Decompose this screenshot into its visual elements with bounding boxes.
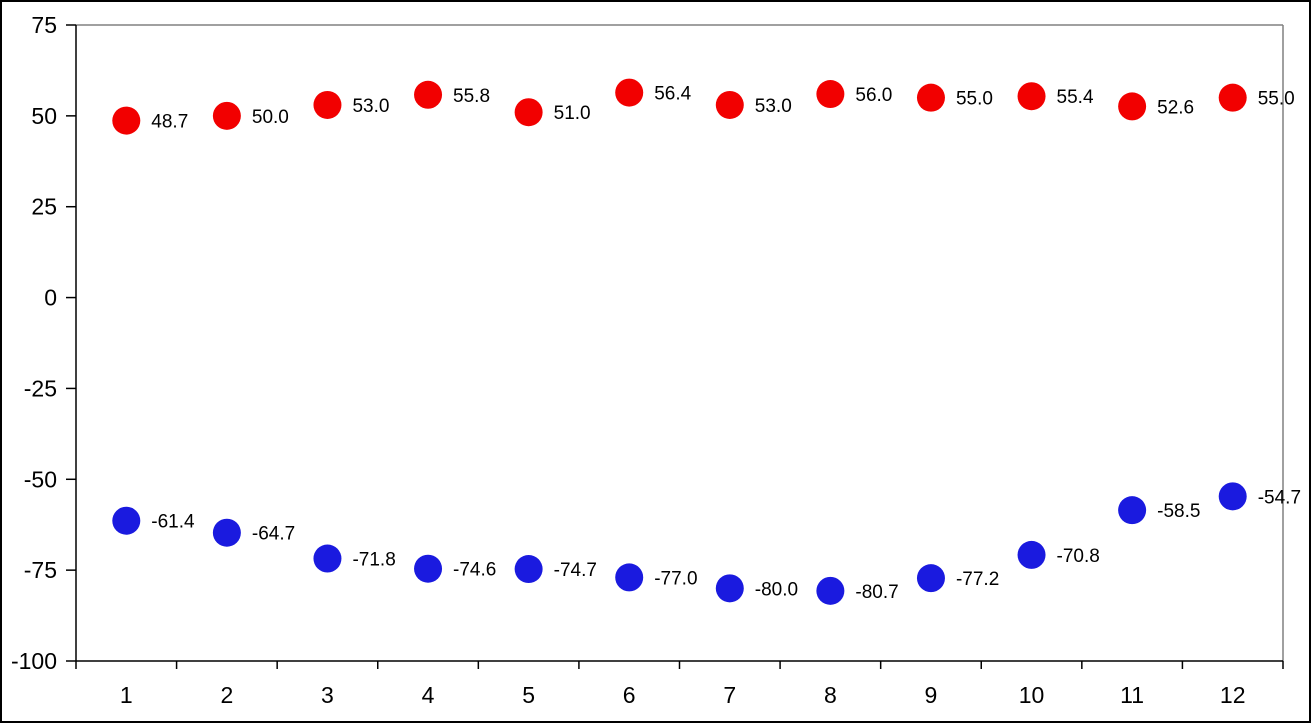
- data-point-lower-blue-series: [916, 564, 945, 593]
- x-tick-label: 10: [1019, 682, 1045, 708]
- x-tick-label: 6: [623, 682, 636, 708]
- data-point-lower-blue-series: [615, 563, 644, 592]
- data-point-lower-blue-series: [212, 518, 241, 547]
- x-tick-label: 8: [824, 682, 837, 708]
- data-label-lower-blue-series: -80.0: [755, 579, 798, 600]
- data-point-upper-red-series: [1017, 82, 1046, 111]
- y-tick-label: -25: [24, 375, 57, 401]
- data-point-upper-red-series: [615, 78, 644, 107]
- data-label-upper-red-series: 50.0: [252, 107, 289, 128]
- data-label-lower-blue-series: -71.8: [352, 550, 395, 571]
- x-tick-label: 12: [1220, 682, 1246, 708]
- x-tick-label: 2: [220, 682, 233, 708]
- data-label-upper-red-series: 55.8: [453, 86, 490, 107]
- data-label-lower-blue-series: -54.7: [1258, 487, 1301, 508]
- data-point-upper-red-series: [715, 90, 744, 119]
- x-tick-label: 11: [1120, 682, 1144, 708]
- x-tick-label: 5: [522, 682, 535, 708]
- data-label-upper-red-series: 55.0: [1258, 89, 1295, 110]
- y-tick-label: 25: [31, 194, 57, 220]
- data-label-lower-blue-series: -80.7: [855, 582, 898, 603]
- y-tick-label: 0: [44, 285, 57, 311]
- data-label-lower-blue-series: -61.4: [151, 512, 195, 533]
- data-point-upper-red-series: [1218, 83, 1247, 112]
- data-label-upper-red-series: 56.0: [855, 85, 892, 106]
- y-tick-label: 75: [31, 12, 57, 38]
- data-label-lower-blue-series: -70.8: [1057, 546, 1100, 567]
- x-tick-label: 4: [422, 682, 435, 708]
- data-point-upper-red-series: [514, 98, 543, 127]
- y-tick-label: -75: [24, 557, 57, 583]
- x-tick-label: 1: [120, 682, 133, 708]
- data-label-lower-blue-series: -74.7: [554, 560, 597, 581]
- data-point-upper-red-series: [313, 90, 342, 119]
- data-point-upper-red-series: [112, 106, 141, 135]
- data-point-upper-red-series: [1118, 92, 1147, 121]
- y-tick-label: 50: [31, 103, 57, 129]
- y-tick-label: -100: [11, 648, 57, 674]
- data-label-upper-red-series: 56.4: [654, 84, 691, 105]
- data-point-lower-blue-series: [514, 555, 543, 584]
- data-point-lower-blue-series: [1118, 496, 1147, 525]
- data-label-upper-red-series: 48.7: [151, 112, 188, 133]
- data-label-upper-red-series: 55.4: [1057, 87, 1094, 108]
- data-label-upper-red-series: 53.0: [755, 96, 792, 117]
- data-label-upper-red-series: 53.0: [352, 96, 389, 117]
- data-label-lower-blue-series: -77.0: [654, 568, 697, 589]
- data-label-lower-blue-series: -77.2: [956, 569, 999, 590]
- data-point-lower-blue-series: [1017, 540, 1046, 569]
- data-label-upper-red-series: 55.0: [956, 89, 993, 110]
- data-point-upper-red-series: [212, 101, 241, 130]
- data-label-lower-blue-series: -58.5: [1157, 501, 1200, 522]
- data-point-upper-red-series: [414, 80, 443, 109]
- data-label-upper-red-series: 52.6: [1157, 97, 1194, 118]
- data-label-lower-blue-series: -74.6: [453, 560, 496, 581]
- data-point-lower-blue-series: [414, 554, 443, 583]
- data-point-lower-blue-series: [112, 506, 141, 535]
- x-tick-label: 7: [723, 682, 736, 708]
- x-tick-label: 9: [925, 682, 938, 708]
- data-label-lower-blue-series: -64.7: [252, 524, 295, 545]
- data-point-upper-red-series: [816, 80, 845, 109]
- data-label-upper-red-series: 51.0: [554, 103, 591, 124]
- data-point-lower-blue-series: [1218, 482, 1247, 511]
- data-point-upper-red-series: [916, 83, 945, 112]
- data-point-lower-blue-series: [715, 574, 744, 603]
- data-point-lower-blue-series: [313, 544, 342, 573]
- data-point-lower-blue-series: [816, 576, 845, 605]
- y-tick-label: -50: [24, 466, 57, 492]
- x-tick-label: 3: [321, 682, 334, 708]
